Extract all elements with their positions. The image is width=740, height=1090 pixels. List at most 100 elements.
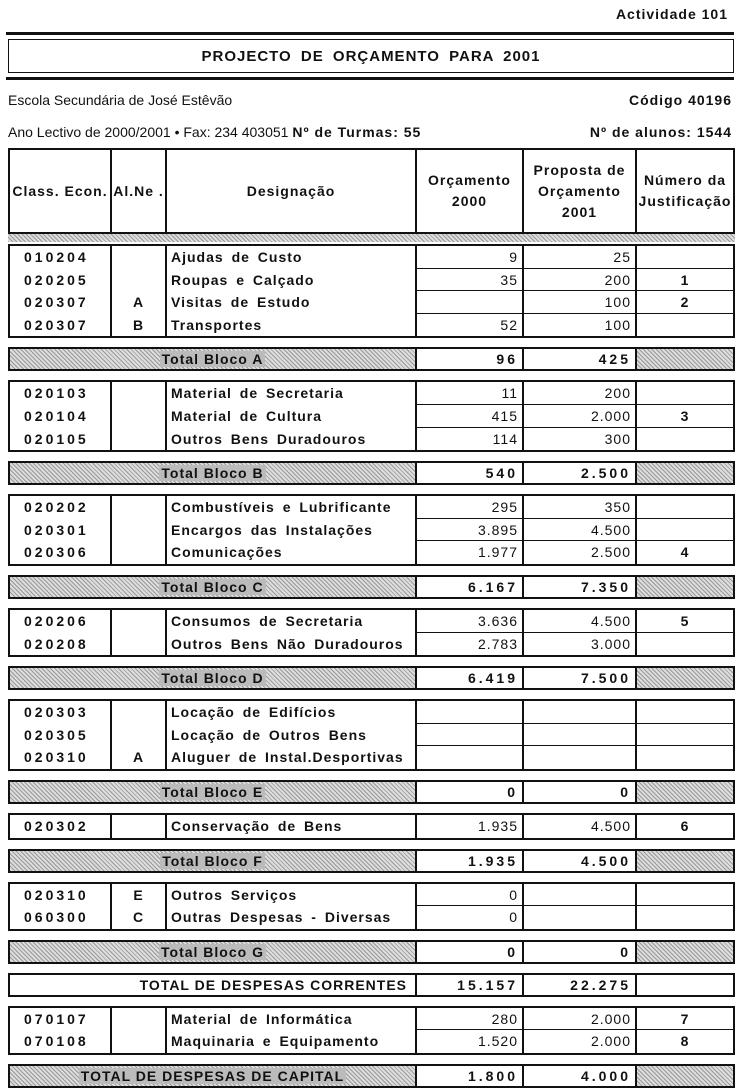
school-name: Escola Secundária de José Estêvão (8, 92, 233, 108)
cell-orcamento-2000: 415 (417, 405, 522, 428)
cell-justificacao: 1 (637, 269, 733, 292)
cell-designacao: Outros Serviços (171, 886, 298, 903)
cell-alne: C (132, 909, 145, 926)
school-code: Código 40196 (628, 92, 732, 108)
column-alne: A (112, 701, 167, 769)
item-group: 020202 020301 020306 Combustíveis e Lubrifi… (8, 494, 735, 566)
total-label: Total Bloco D (159, 670, 266, 687)
total-orcamento-2000: 96 (417, 349, 524, 370)
cell-orcamento-2000: 1.520 (477, 1033, 518, 1050)
total-label-cell: Total Bloco B (10, 463, 417, 484)
cell-proposta-2001: 2.000 (524, 405, 635, 428)
cell-proposta-2001: 350 (524, 496, 635, 519)
cell-alne (112, 610, 165, 633)
total-proposta-2001: 0 (524, 941, 637, 962)
item-group: 020303 020305 020310 A Locação de Edifícios L… (8, 699, 735, 771)
total-empty-cell (637, 941, 733, 962)
cell-class: 010204 (24, 249, 89, 265)
total-proposta-2001: 4.000 (524, 1065, 637, 1086)
cell-class: 020105 (24, 430, 89, 447)
cell-class: 020307 (24, 316, 89, 333)
column-orcamento-2000: 3.636 2.783 (417, 609, 524, 656)
item-group: 020206 020208 Consumos de Secretaria Outros… (8, 607, 735, 658)
column-designacao: Outros Serviços Outras Despesas - Diversa… (167, 883, 417, 929)
total-label: Total Bloco C (159, 578, 266, 595)
total-empty-cell (637, 463, 733, 484)
total-empty-cell (637, 781, 733, 802)
cell-class: 070108 (24, 1033, 89, 1050)
cell-class: 020103 (24, 385, 89, 402)
column-proposta-2001: 4.500 (524, 814, 637, 838)
cell-proposta-2001 (524, 701, 635, 724)
item-group: 020103 020104 020105 Material de Secretaria… (8, 380, 735, 453)
cell-class: 060300 (24, 909, 89, 926)
total-row: Total Bloco B 540 2.500 (8, 461, 735, 486)
column-alne (112, 496, 167, 564)
cell-class: 070107 (24, 1010, 89, 1027)
column-orcamento-2000: 295 3.895 1.977 (417, 496, 524, 564)
total-label: Total Bloco E (159, 783, 266, 800)
cell-orcamento-2000: 1.977 (477, 544, 518, 561)
cell-orcamento-2000: 52 (500, 316, 518, 333)
activity-number: Actividade 101 (615, 6, 728, 22)
cell-proposta-2001: 4.500 (524, 610, 635, 633)
total-empty-cell (637, 576, 733, 597)
cell-proposta-2001: 200 (524, 382, 635, 405)
total-empty-cell (637, 974, 733, 995)
cell-justificacao (637, 519, 733, 542)
total-empty-cell (637, 668, 733, 689)
column-designacao: Consumos de Secretaria Outros Bens Não Du… (167, 609, 417, 656)
total-proposta-2001: 7.500 (524, 668, 637, 689)
cell-orcamento-2000 (417, 291, 522, 314)
total-label: Total Bloco A (159, 351, 266, 368)
total-label-cell: Total Bloco C (10, 576, 417, 597)
alunos: Nº de alunos: 1544 (589, 124, 732, 140)
total-row: Total Bloco F 1.935 4.500 (8, 848, 735, 873)
item-group: 020302 Conservação de Bens 1.935 4.500 6 (8, 812, 735, 840)
cell-proposta-2001: 2.500 (590, 544, 631, 561)
cell-designacao: Combustíveis e Lubrificante (171, 499, 392, 516)
cell-designacao: Outros Bens Duradouros (171, 430, 367, 447)
cell-designacao: Material de Informática (171, 1010, 353, 1027)
cell-proposta-2001: 300 (604, 430, 631, 447)
column-orcamento-2000: 9 35 52 (417, 246, 524, 337)
total-row: Total Bloco A 96 425 (8, 347, 735, 372)
total-orcamento-2000: 15.157 (417, 974, 524, 995)
column-class: 020202 020301 020306 (10, 496, 112, 564)
cell-orcamento-2000: 3.636 (417, 610, 522, 633)
cell-designacao: Locação de Edifícios (171, 704, 337, 721)
column-proposta-2001 (524, 701, 637, 769)
cell-orcamento-2000: 295 (417, 496, 522, 519)
cell-proposta-2001: 200 (524, 269, 635, 292)
column-designacao: Conservação de Bens (167, 814, 417, 838)
cell-proposta-2001: 4.500 (590, 817, 631, 834)
cell-orcamento-2000: 2.783 (477, 635, 518, 652)
cell-justificacao (637, 746, 733, 769)
total-proposta-2001: 22.275 (524, 974, 637, 995)
total-orcamento-2000: 0 (417, 941, 524, 962)
item-group: 020310 060300 E C Outros Serviços Outras Desp… (8, 881, 735, 931)
column-orcamento-2000 (417, 701, 524, 769)
cell-class: 020310 (24, 749, 89, 766)
cell-class: 020302 (24, 817, 89, 834)
total-proposta-2001: 4.500 (524, 850, 637, 871)
cell-orcamento-2000 (417, 701, 522, 724)
cell-justificacao: 3 (637, 405, 733, 428)
cell-alne (112, 382, 165, 405)
cell-alne: E (133, 886, 144, 903)
cell-justificacao (637, 906, 733, 929)
item-group: 010204 020205 020307 020307 A B Ajudas de Cust… (8, 244, 735, 339)
column-justificacao: 5 (637, 610, 733, 655)
year-fax-line: Ano Lectivo de 2000/2001 • Fax: 234 4030… (8, 124, 421, 140)
cell-alne (112, 701, 165, 724)
item-group: 070107 070108 Material de Informática Maqui… (8, 1005, 735, 1055)
total-empty-cell (637, 1065, 733, 1086)
year-fax: Ano Lectivo de 2000/2001 • Fax: 234 4030… (8, 124, 289, 140)
column-proposta-2001: 4.500 3.000 (524, 609, 637, 656)
cell-alne: A (132, 749, 145, 766)
cell-proposta-2001: 25 (524, 246, 635, 269)
cell-justificacao (637, 724, 733, 747)
cell-justificacao: 6 (680, 817, 690, 834)
